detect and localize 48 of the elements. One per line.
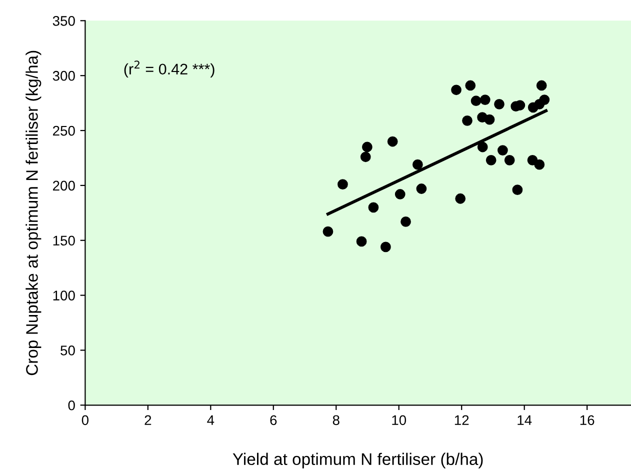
point bbox=[362, 142, 372, 152]
y-tick-label: 350 bbox=[52, 16, 75, 26]
point bbox=[539, 94, 550, 105]
x-tick-label: 10 bbox=[392, 415, 406, 426]
x-tick-label: 16 bbox=[580, 415, 594, 426]
x-tick-label: 12 bbox=[454, 415, 469, 425]
point bbox=[486, 154, 496, 166]
y-tick-label: 100 bbox=[53, 290, 75, 300]
point bbox=[477, 142, 488, 152]
point bbox=[470, 96, 482, 106]
x-tick-label: 8 bbox=[332, 415, 340, 426]
y-tick-label: 300 bbox=[52, 70, 75, 81]
point bbox=[534, 159, 545, 170]
point bbox=[368, 202, 379, 213]
point bbox=[498, 145, 508, 156]
y-tick-label: 50 bbox=[60, 346, 75, 356]
point bbox=[536, 80, 547, 91]
point bbox=[416, 184, 427, 194]
point bbox=[504, 154, 515, 166]
y-tick-label: 250 bbox=[52, 126, 75, 136]
x-tick-label: 6 bbox=[270, 415, 277, 426]
point bbox=[360, 152, 371, 162]
x-axis-title: Yield at optimum N fertiliser (b/ha) bbox=[232, 452, 483, 468]
x-tick-label: 14 bbox=[518, 415, 532, 425]
point bbox=[484, 114, 495, 125]
x-tick-label: 4 bbox=[207, 415, 214, 425]
point bbox=[462, 115, 472, 126]
point bbox=[338, 179, 348, 190]
point bbox=[512, 184, 523, 196]
y-tick-label: 200 bbox=[52, 180, 75, 191]
point bbox=[412, 159, 423, 170]
point bbox=[394, 189, 406, 200]
point bbox=[451, 84, 462, 96]
point bbox=[455, 193, 466, 204]
x-tick-label: 2 bbox=[144, 415, 152, 425]
point bbox=[322, 226, 334, 237]
point bbox=[494, 98, 504, 110]
point bbox=[480, 94, 490, 105]
point bbox=[387, 136, 398, 147]
annotation: (r$^{2}$ = 0.42 ***) bbox=[124, 60, 214, 78]
point bbox=[465, 80, 476, 91]
y-tick-label: 150 bbox=[53, 236, 75, 246]
point bbox=[356, 236, 367, 247]
y-tick-label: 0 bbox=[68, 400, 75, 410]
y-axis-title: Crop Nuptake at optimum N fertiliser (kg/ha) bbox=[26, 50, 42, 376]
point bbox=[380, 242, 391, 252]
point bbox=[400, 216, 411, 227]
x-tick-label: 0 bbox=[82, 415, 89, 426]
